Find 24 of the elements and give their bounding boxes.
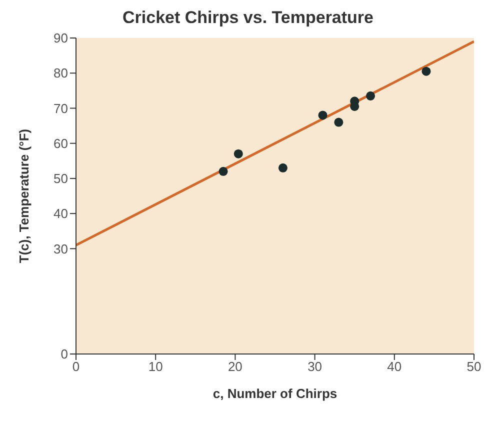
x-tick-label: 40 <box>387 359 402 374</box>
y-tick-label: 50 <box>54 171 68 186</box>
y-tick-label: 0 <box>60 346 68 362</box>
x-tick-label: 30 <box>308 359 322 374</box>
point <box>422 66 431 76</box>
point <box>318 110 328 120</box>
chart-title: Cricket Chirps vs. Temperature <box>122 8 374 28</box>
y-tick-label: 70 <box>54 100 68 116</box>
y-tick-label: 80 <box>54 66 68 81</box>
point <box>334 118 344 127</box>
point <box>278 163 288 172</box>
x-tick-label: 20 <box>228 359 242 374</box>
y-tick-label: 30 <box>54 241 68 256</box>
point <box>218 166 228 176</box>
y-tick-label: 90 <box>54 30 68 46</box>
y-tick-label: 60 <box>54 136 68 151</box>
point <box>234 149 243 158</box>
y-tick-label: 40 <box>54 206 68 222</box>
point <box>366 91 376 100</box>
x-tick-label: 10 <box>148 359 163 374</box>
y-axis-title: T(c), Temperature (°F) <box>16 128 32 264</box>
x-tick-label: 0 <box>72 359 80 374</box>
x-tick-label: 50 <box>466 359 482 374</box>
x-axis-title: c, Number of Chirps <box>212 386 338 401</box>
